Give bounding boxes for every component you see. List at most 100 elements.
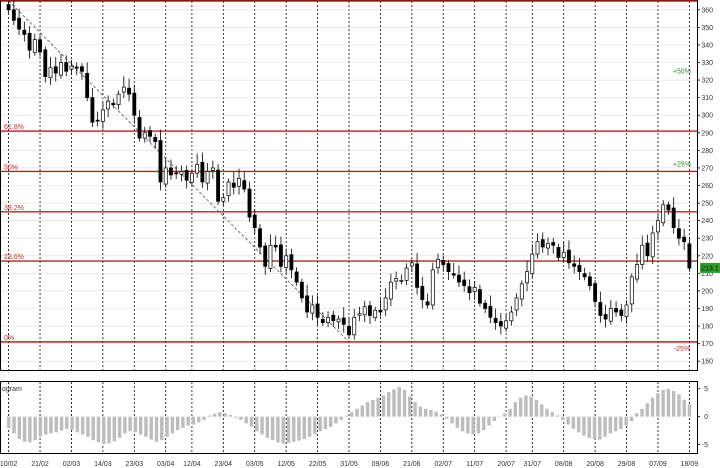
x-tick-label: 31/07 [524, 461, 542, 468]
oscillator-bar [386, 392, 391, 417]
candle [17, 8, 22, 36]
oscillator-bar [202, 416, 206, 421]
x-tick-label: 18/09 [681, 461, 699, 468]
candle [132, 84, 137, 124]
candle [483, 299, 488, 314]
candle [619, 303, 624, 322]
candle [200, 152, 205, 188]
fibonacci-label: 38.2% [4, 205, 24, 212]
candle [362, 300, 367, 323]
percent-marker: +25% [673, 161, 691, 168]
x-tick-label: 21/06 [403, 461, 421, 468]
oscillator-bar [212, 413, 217, 417]
oscillator-bar [402, 389, 407, 417]
x-axis: 10/02 21/02 02/03 14/03 23/03 03/04 12/04 23/04… [0, 461, 698, 468]
candle [127, 78, 131, 102]
candle [629, 273, 634, 313]
oscillator-bar [455, 416, 460, 428]
y-tick-label: 170 [701, 341, 713, 348]
candle [614, 301, 618, 317]
candle [567, 240, 571, 269]
y-tick-label: 210 [701, 271, 713, 278]
candle [305, 284, 310, 318]
oscillator-bar [91, 416, 95, 441]
oscillator-bar [371, 399, 375, 417]
oscillator-bar [128, 416, 132, 432]
oscillator-bar [503, 413, 507, 417]
x-tick-label: 12/05 [277, 461, 295, 468]
price-panel: 100% 61.8% 50% 38.2% 23.6% 0% 160 170 180 190 200… [0, 0, 720, 371]
candle [582, 267, 587, 281]
oscillator-bar [518, 397, 523, 417]
oscillator-bar [33, 416, 37, 441]
candle [388, 273, 393, 307]
candle [80, 63, 84, 80]
candle [488, 295, 493, 324]
candle [315, 295, 320, 326]
x-tick-label: 03/04 [157, 461, 175, 468]
candle [85, 62, 90, 102]
oscillator-bar [629, 416, 634, 422]
candle [671, 197, 676, 234]
oscillator-bar [144, 416, 148, 437]
oscillator-bar [181, 416, 185, 428]
oscillator-bar [218, 412, 222, 417]
percent-marker: +50% [673, 68, 691, 75]
oscillator-bar [43, 416, 48, 435]
candle [666, 201, 671, 215]
y-tick-label: 190 [701, 306, 713, 313]
oscillator-bar [318, 416, 322, 432]
oscillator-bar [170, 416, 175, 434]
oscillator-bar [450, 416, 454, 424]
y-tick-label: 340 [701, 42, 713, 49]
oscillator-bar [497, 416, 502, 418]
candle [656, 214, 660, 241]
candle [95, 111, 100, 127]
y-tick-label: 260 [701, 183, 713, 190]
oscillator-bar [656, 393, 660, 417]
x-tick-label: 23/04 [215, 461, 233, 468]
y-tick-label: 160 [701, 359, 713, 366]
oscillator-bar [592, 416, 597, 440]
oscillator-bar [286, 416, 291, 443]
x-tick-label: 02/03 [63, 461, 81, 468]
candle [294, 267, 299, 286]
oscillator-bar [418, 406, 423, 417]
oscillator-bar [255, 416, 259, 432]
oscillator-bar [381, 395, 386, 417]
x-tick-label: 20/08 [586, 461, 604, 468]
oscillator-bar [555, 415, 560, 417]
candle [352, 308, 357, 340]
oscillator-bar [413, 402, 417, 417]
candle [676, 219, 681, 246]
fibonacci-label: 50% [4, 164, 18, 171]
oscillator-bar [197, 416, 201, 423]
x-tick-label: 22/05 [309, 461, 327, 468]
candle [415, 252, 419, 295]
oscillator-bar [687, 404, 692, 417]
candle [535, 233, 540, 259]
oscillator-bar [650, 397, 655, 417]
trend-line [8, 0, 350, 343]
candle [153, 133, 158, 149]
candle [158, 129, 163, 191]
oscillator-bar [59, 416, 64, 431]
x-tick-label: 23/03 [126, 461, 144, 468]
candle [341, 307, 346, 333]
oscillator-bar [17, 416, 22, 440]
oscillator-bar [344, 415, 349, 417]
oscillator-bar [481, 416, 486, 431]
x-tick-label: 12/04 [183, 461, 201, 468]
oscillator-bar [613, 416, 618, 432]
percent-marker: -25% [674, 346, 690, 353]
candle [174, 165, 179, 180]
candle [357, 306, 362, 322]
candle [640, 235, 645, 270]
oscillator-bar [292, 416, 296, 442]
candle [169, 159, 173, 180]
x-tick-label: 09/06 [372, 461, 390, 468]
candle [268, 234, 273, 272]
oscillator-bar [661, 389, 665, 417]
y-tick-label: 350 [701, 25, 713, 32]
candle [587, 272, 592, 291]
